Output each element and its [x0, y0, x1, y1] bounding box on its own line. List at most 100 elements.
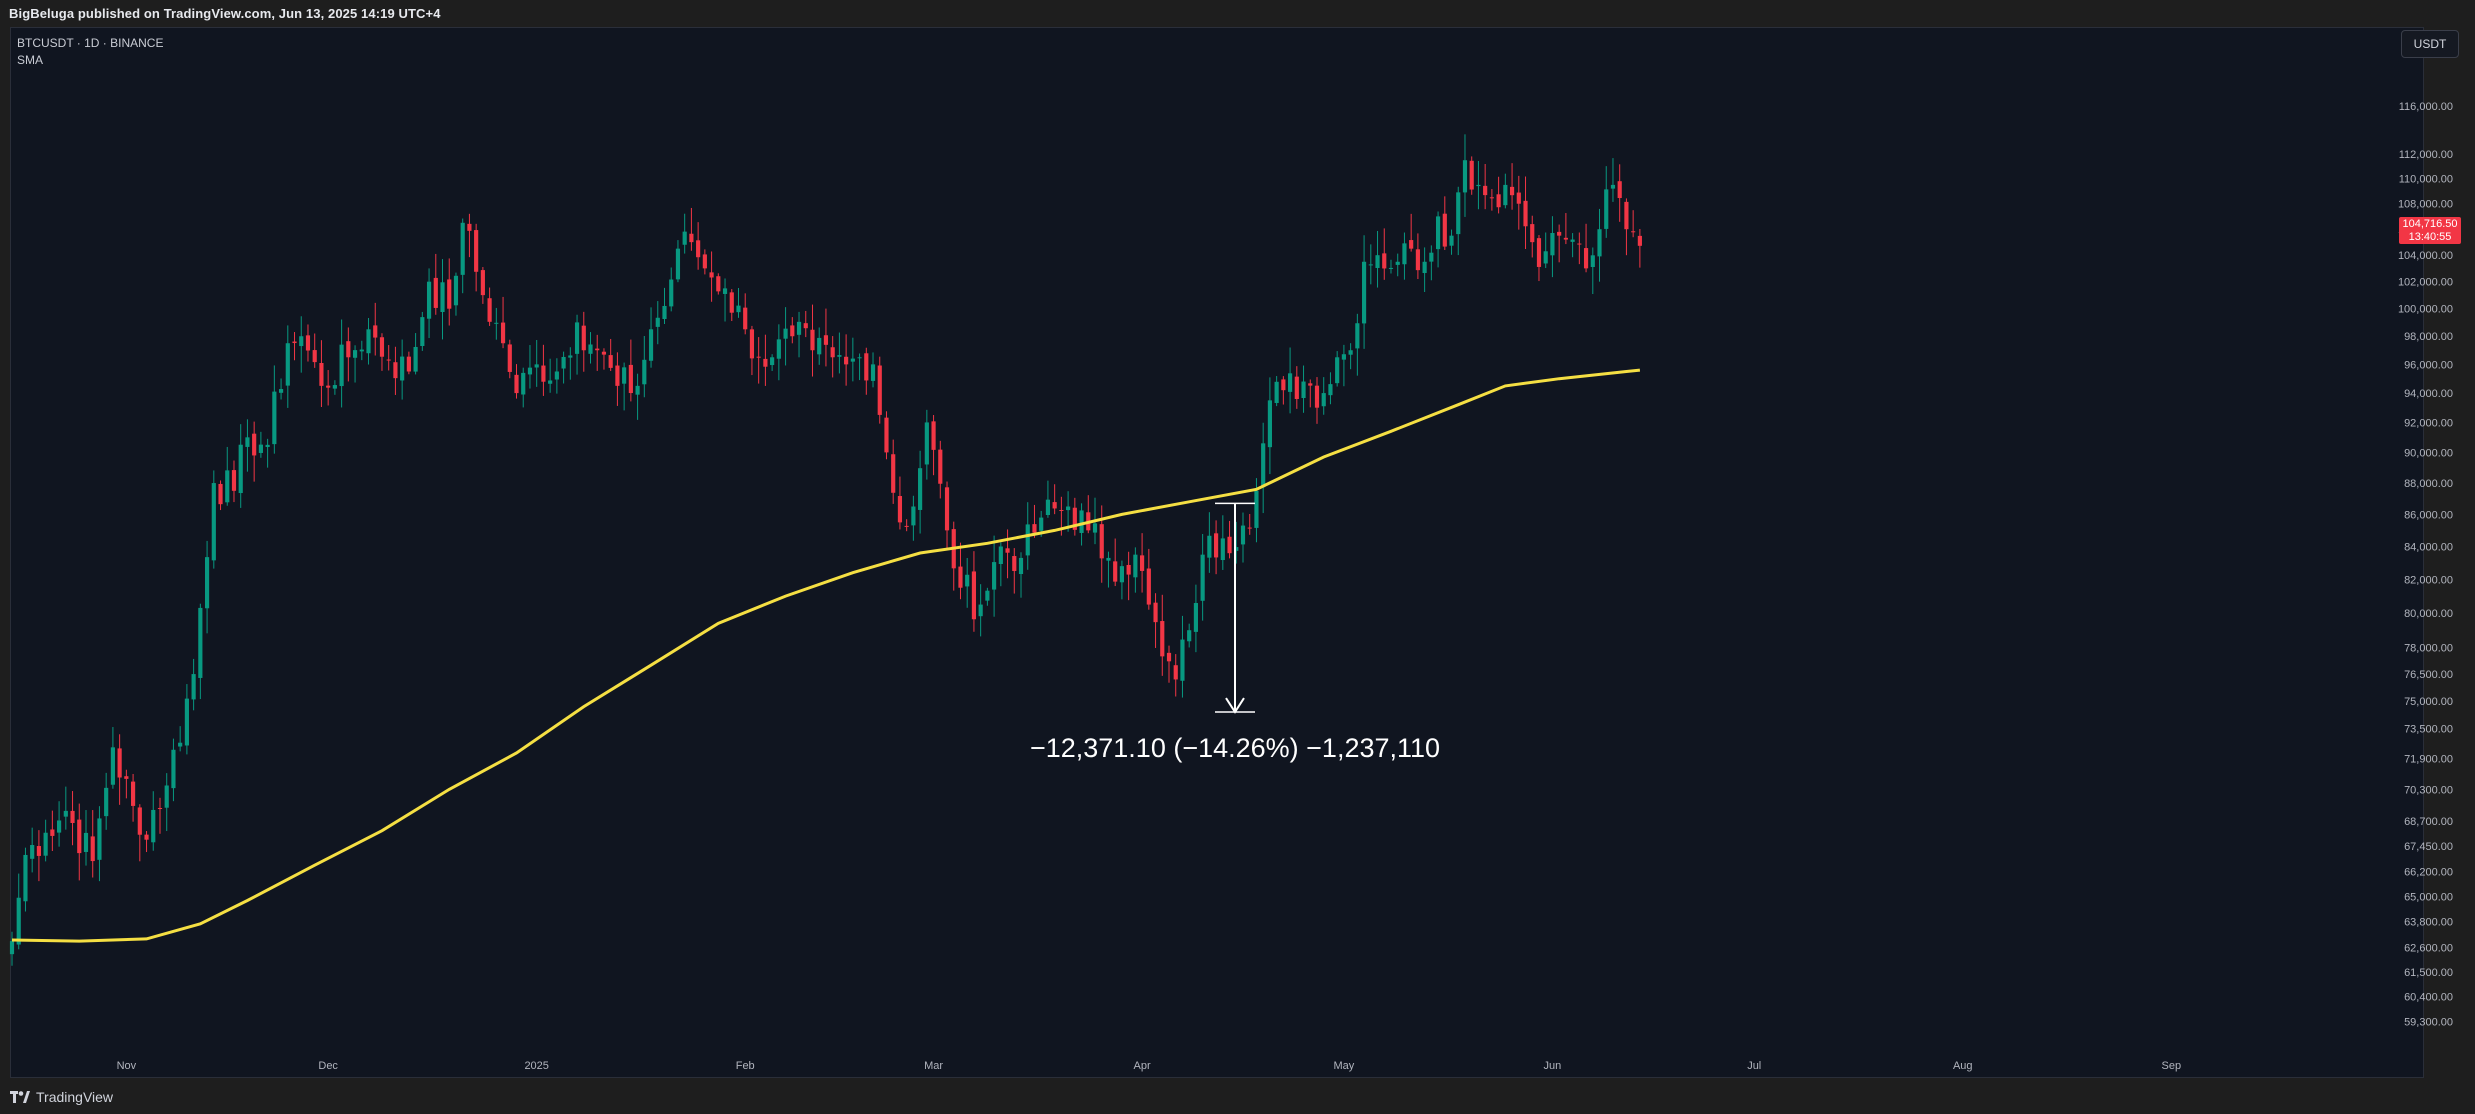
candle — [1207, 512, 1212, 573]
price-tick-label: 73,500.00 — [2404, 724, 2453, 736]
candlestick-series — [9, 134, 1642, 966]
candle — [568, 347, 573, 380]
candle — [837, 332, 842, 374]
candle-body — [1361, 261, 1367, 324]
candle-body — [581, 325, 586, 351]
candle — [514, 364, 519, 399]
candle — [9, 931, 15, 966]
candle-body — [413, 346, 418, 372]
candle — [1032, 504, 1037, 538]
publish-bar: BigBeluga published on TradingView.com, … — [0, 0, 2475, 26]
time-tick-label: May — [1334, 1060, 1355, 1072]
tradingview-logo[interactable]: TradingView — [10, 1089, 113, 1105]
candle — [1187, 623, 1192, 648]
candle-body — [817, 337, 822, 355]
candle-body — [292, 341, 297, 344]
candle — [1469, 156, 1474, 195]
candle-body — [648, 329, 654, 361]
symbol-title[interactable]: BTCUSDT · 1D · BINANCE — [17, 36, 164, 50]
candle — [453, 272, 459, 316]
candle-body — [278, 389, 284, 393]
candle — [891, 439, 896, 504]
candle — [252, 421, 257, 482]
candle-body — [1052, 502, 1057, 509]
candle — [588, 332, 593, 364]
indicator-label[interactable]: SMA — [17, 53, 44, 67]
candle-body — [1489, 197, 1494, 199]
candle-body — [864, 353, 869, 381]
candle-body — [1039, 517, 1044, 531]
candle-body — [1240, 525, 1246, 545]
candle-body — [352, 350, 358, 358]
price-tick-label: 71,900.00 — [2404, 754, 2453, 766]
candle-body — [447, 279, 452, 309]
candle — [1126, 551, 1131, 601]
price-tick-label: 110,000.00 — [2399, 174, 2453, 186]
candle-body — [1314, 385, 1320, 408]
candle-body — [400, 356, 405, 381]
candle-body — [1247, 527, 1252, 529]
currency-button[interactable]: USDT — [2401, 30, 2459, 58]
candle — [938, 440, 943, 499]
candle-body — [1415, 249, 1420, 271]
price-chart[interactable]: −12,371.10 (−14.26%) −1,237,110 116,000.… — [0, 0, 2475, 1080]
candle — [1267, 377, 1272, 475]
candle-body — [1321, 393, 1326, 407]
candle — [1113, 538, 1118, 587]
candle — [299, 316, 304, 373]
candle — [770, 354, 775, 371]
candle — [951, 521, 956, 591]
candle-body — [90, 836, 95, 862]
candle — [783, 307, 788, 366]
candle — [1530, 215, 1535, 258]
candle-body — [9, 941, 15, 955]
candle — [978, 584, 983, 637]
price-tick-label: 80,000.00 — [2404, 608, 2453, 620]
price-tick-label: 67,450.00 — [2404, 841, 2453, 853]
candle — [1261, 422, 1266, 514]
candle — [803, 310, 808, 338]
candle-body — [379, 337, 385, 357]
candle-body — [373, 325, 378, 338]
candle-body — [1590, 255, 1595, 267]
candle — [157, 797, 163, 834]
candle — [1462, 134, 1468, 217]
candle — [1409, 213, 1414, 252]
candle — [1550, 216, 1555, 278]
candle-body — [1200, 554, 1205, 601]
candle — [1321, 377, 1326, 415]
price-tick-label: 104,000.00 — [2398, 250, 2453, 262]
candle-body — [164, 785, 169, 808]
candle-body — [548, 380, 553, 384]
candle — [864, 347, 869, 395]
candle — [386, 345, 391, 371]
candle-body — [1469, 160, 1474, 190]
candle-body — [117, 748, 122, 778]
candle-body — [359, 349, 364, 352]
candle-body — [104, 787, 109, 817]
candle — [326, 370, 331, 406]
candle-body — [1543, 251, 1548, 264]
candle-body — [1523, 200, 1528, 227]
candle — [1005, 529, 1010, 579]
candle-body — [1187, 630, 1192, 642]
candle — [1018, 552, 1024, 598]
candle — [500, 296, 506, 349]
candle-body — [850, 358, 855, 362]
candle-body — [1355, 323, 1360, 349]
candle-body — [70, 810, 75, 823]
sma-line — [11, 368, 1641, 943]
candle-body — [1173, 665, 1178, 680]
candle-body — [1429, 252, 1434, 262]
candle-body — [1072, 507, 1077, 530]
candle-body — [137, 807, 142, 835]
candle-body — [635, 385, 640, 395]
candle — [1637, 228, 1642, 268]
candle-body — [938, 449, 943, 484]
candle-body — [1516, 192, 1521, 204]
candle — [729, 289, 734, 322]
candle-body — [346, 341, 351, 358]
candle — [1402, 232, 1407, 280]
candle — [400, 339, 405, 400]
candle-body — [77, 819, 82, 854]
